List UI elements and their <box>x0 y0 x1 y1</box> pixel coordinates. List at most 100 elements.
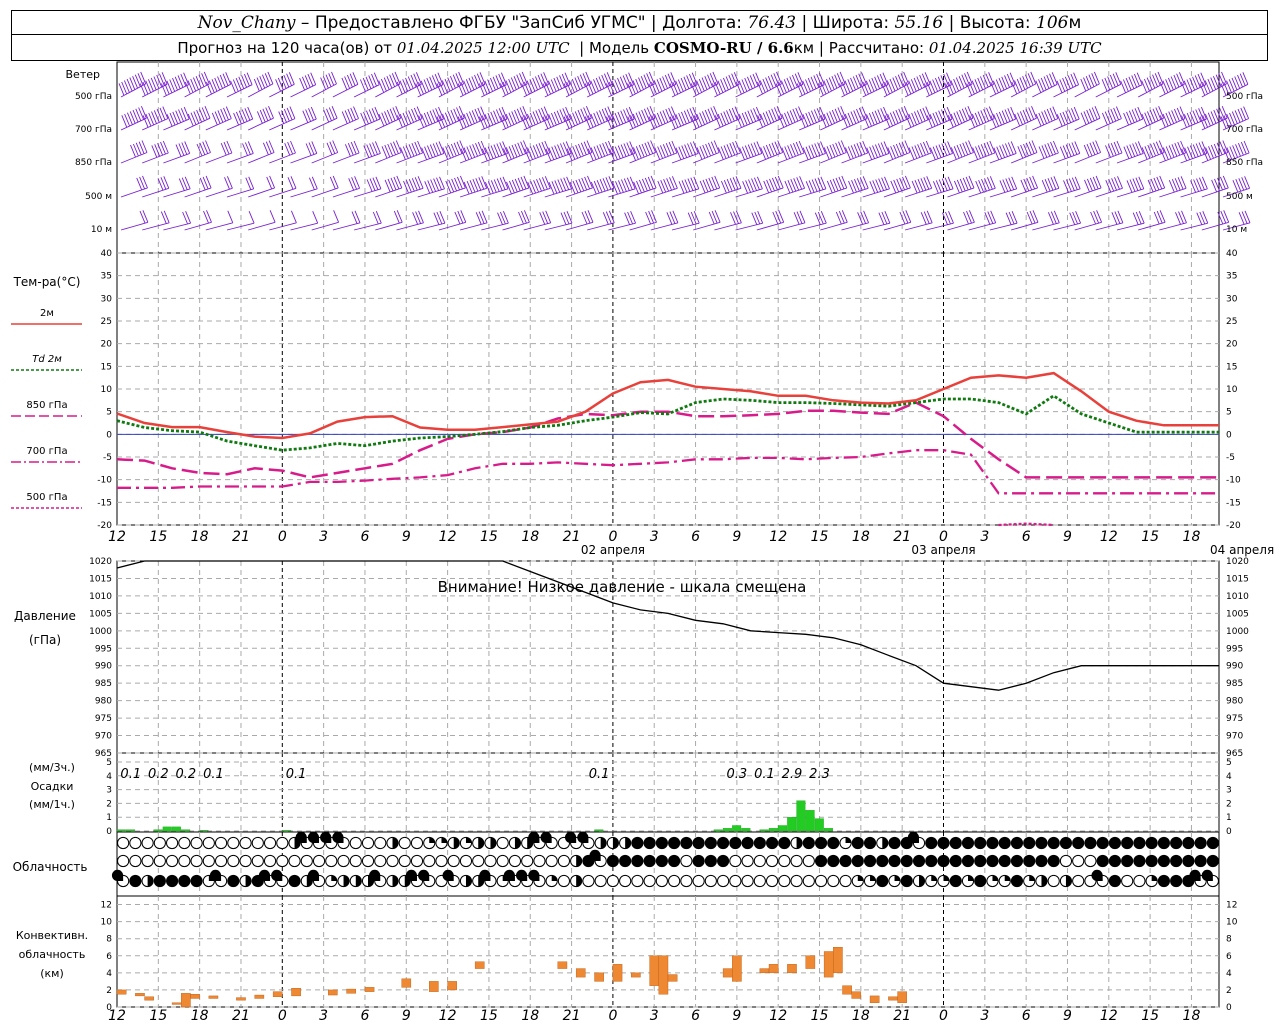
cloud-circle <box>202 854 215 868</box>
temp-legend-label: 700 гПа <box>26 446 67 457</box>
cloud-circle <box>1084 854 1097 868</box>
cloud-circle <box>117 836 130 850</box>
cloud-fill <box>418 869 430 881</box>
wind-barb <box>926 106 953 131</box>
temp-tick-right: -10 <box>1226 476 1241 486</box>
provider-text: Предоставлено ФГБУ "ЗапСиб УГМС" <box>314 13 646 33</box>
pressure-title: Давление <box>14 609 76 623</box>
x-tick-label: 6 <box>1022 529 1031 545</box>
wind-barb <box>1032 176 1060 198</box>
cloud-circle <box>643 874 656 888</box>
cloud-fill <box>1151 875 1158 881</box>
convective-bar <box>823 951 834 978</box>
wind-barb <box>1095 210 1124 231</box>
prec-tick-left: 3 <box>106 786 112 796</box>
cloud-circle <box>949 874 962 888</box>
cloud-circle <box>166 854 179 868</box>
precip-total-label: 0.3 <box>727 767 748 782</box>
wind-barb <box>669 72 698 98</box>
temp-tick-left: 30 <box>101 294 113 304</box>
cloud-circle <box>778 874 791 888</box>
x-tick-label-bottom: 0 <box>939 1008 948 1024</box>
temp-tick-left: -20 <box>97 521 112 531</box>
x-tick-label: 15 <box>1141 529 1159 545</box>
cloud-circle <box>251 854 264 868</box>
cloud-circle <box>1182 854 1195 868</box>
cloud-circle <box>435 854 448 868</box>
precip-bar <box>787 817 797 832</box>
wind-barb <box>120 140 148 164</box>
convective-bar <box>429 981 439 992</box>
prec-tick-right: 0 <box>1226 827 1232 837</box>
cloud-circle <box>839 854 852 868</box>
cloud-circle <box>521 854 534 868</box>
wind-barb <box>500 106 529 131</box>
wind-barb <box>968 210 997 231</box>
wind-barb <box>1116 72 1143 98</box>
convective-bar <box>897 991 907 1003</box>
wind-barb <box>205 72 232 98</box>
pres-tick-left: 995 <box>95 644 112 654</box>
wind-barb <box>945 71 973 98</box>
lat-label: Широта: <box>812 13 890 33</box>
cloud-circle <box>1194 836 1207 850</box>
temp-tick-right: -15 <box>1226 498 1241 508</box>
cloud-circle <box>1047 854 1060 868</box>
wind-barb <box>1116 141 1144 164</box>
cloud-circle <box>814 874 828 888</box>
precip-bar <box>126 829 136 832</box>
cloud-circle <box>1108 854 1122 868</box>
wind-barb <box>862 176 890 198</box>
temp-tick-left: 15 <box>101 362 112 372</box>
cloud-fill <box>453 837 460 849</box>
cloud-fill <box>589 849 601 861</box>
wind-barb <box>860 72 889 98</box>
cloud-circle <box>214 854 228 868</box>
x-tick-label-bottom: 21 <box>232 1008 250 1024</box>
lon-value: 76.43 <box>747 13 797 33</box>
cloud-circle <box>631 836 644 850</box>
x-tick-label-bottom: 6 <box>360 1008 369 1024</box>
cloud-circle <box>655 836 668 850</box>
wind-barb <box>820 175 848 198</box>
cloud-fill <box>1201 869 1213 881</box>
wind-barb <box>205 176 233 198</box>
convective-bar <box>612 964 623 982</box>
wind-barb <box>883 175 911 198</box>
wind-barb <box>1201 210 1230 231</box>
wind-barb <box>1201 175 1229 198</box>
wind-barb <box>648 106 677 131</box>
wind-barb <box>629 210 657 231</box>
wind-barb <box>711 72 740 98</box>
precip-bar <box>823 828 833 832</box>
wind-barb <box>923 72 952 98</box>
cloud-circle <box>1170 874 1183 888</box>
cloud-circle <box>1023 854 1036 868</box>
wind-barb <box>118 71 147 98</box>
cloud-circle <box>741 874 754 888</box>
x-tick-label: 9 <box>1063 529 1072 545</box>
wind-barb <box>671 176 700 198</box>
convective-bar <box>190 993 200 999</box>
wind-barb <box>1074 175 1102 198</box>
wind-barb <box>862 211 891 231</box>
cloud-fill <box>245 875 252 887</box>
wind-level-right: 500 м <box>1226 192 1253 202</box>
wind-barb <box>904 106 932 131</box>
cloud-circle <box>704 836 717 850</box>
convective-bar <box>254 994 265 999</box>
cloud-fill <box>992 875 999 881</box>
cloud-circle <box>276 836 289 850</box>
conv-tick-left: 0 <box>106 1003 112 1013</box>
wind-barb <box>841 140 869 164</box>
wind-barb <box>396 210 424 231</box>
wind-barb <box>396 176 424 198</box>
pres-tick-left: 980 <box>95 697 112 707</box>
wind-barb <box>163 176 191 198</box>
wind-barb <box>1095 176 1123 198</box>
cloud-circle <box>765 854 779 868</box>
series-t850 <box>116 401 1219 479</box>
x-tick-label-bottom: 15 <box>1141 1008 1159 1024</box>
temp-tick-left: 40 <box>101 249 113 259</box>
wind-barb <box>693 175 721 198</box>
